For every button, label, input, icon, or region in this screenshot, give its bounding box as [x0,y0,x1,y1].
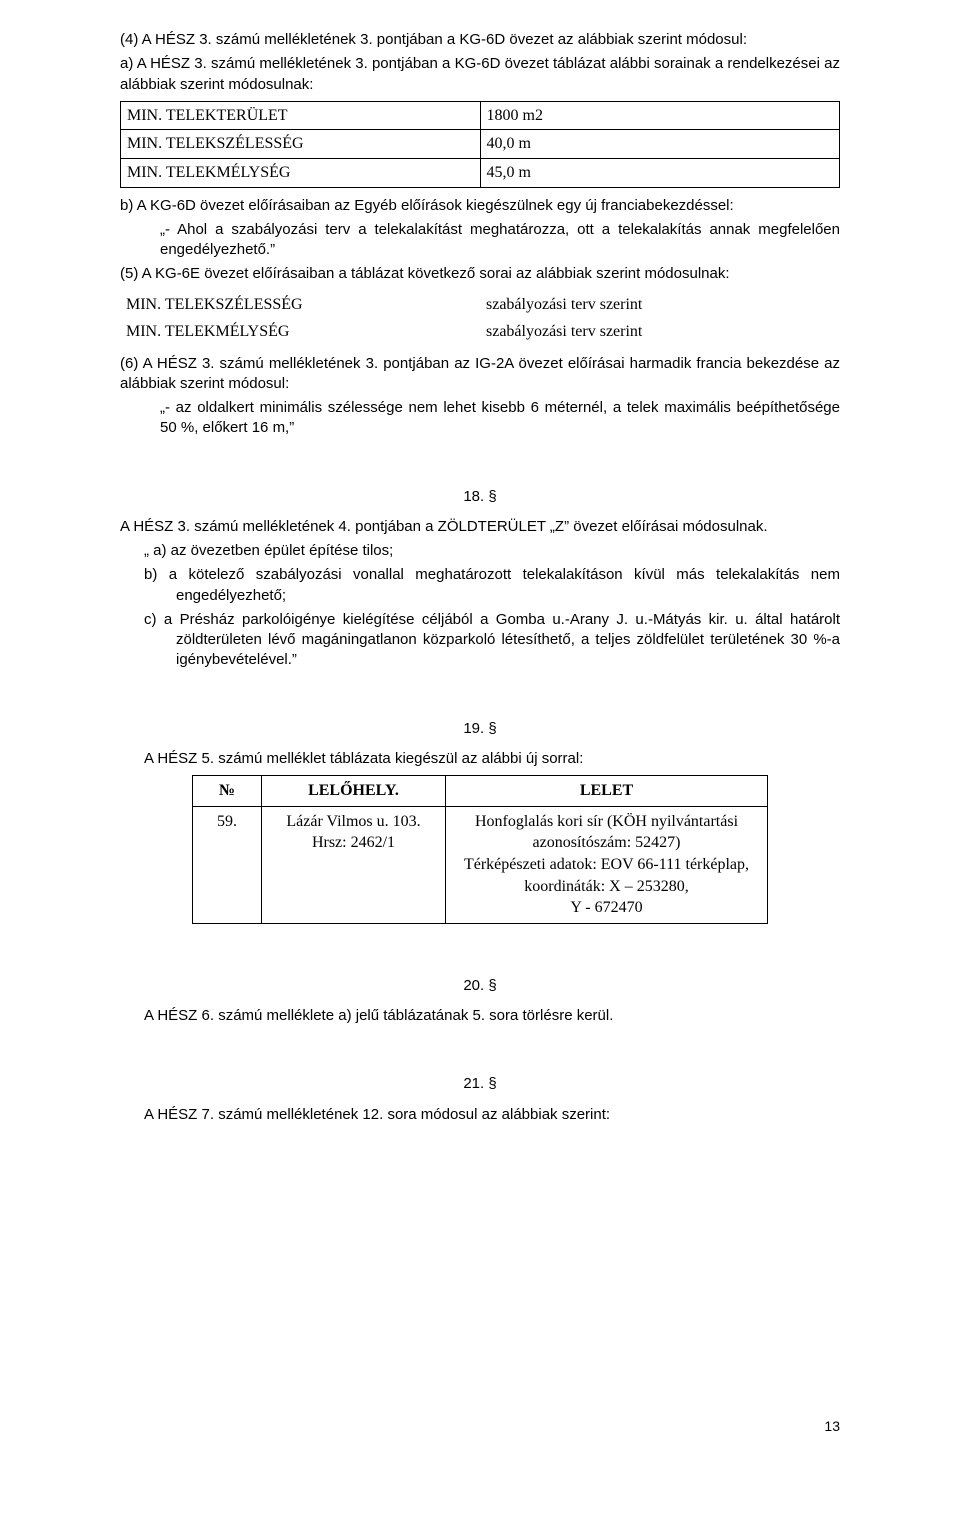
t1-r1-c2: 1800 m2 [480,101,840,130]
s18-a: „ a) az övezetben épület építése tilos; [120,541,840,561]
t3-site-l2: Hrsz: 2462/1 [312,834,395,851]
t3-find-l3: Térképészeti adatok: EOV 66-111 térképla… [464,856,749,873]
table-kg6d: MIN. TELEKTERÜLET 1800 m2 MIN. TELEKSZÉL… [120,101,840,188]
t2-r2-c1: MIN. TELEKMÉLYSÉG [120,318,480,346]
section-20: 20. § [120,976,840,996]
t1-r1-c1: MIN. TELEKTERÜLET [121,101,481,130]
t3-h1: № [193,776,262,807]
t3-find: Honfoglalás kori sír (KÖH nyilvántartási… [446,806,768,923]
t1-r3-c1: MIN. TELEKMÉLYSÉG [121,158,481,187]
s18-c: c) a Présház parkolóigénye kielégítése c… [120,610,840,671]
t3-find-l2: azonosítószám: 52427) [533,834,681,851]
t2-r2-c2: szabályozási terv szerint [480,318,840,346]
s19-intro: A HÉSZ 5. számú melléklet táblázata kieg… [120,749,840,769]
t1-r3-c2: 45,0 m [480,158,840,187]
para-5: (5) A KG-6E övezet előírásaiban a tábláz… [120,264,840,284]
section-18: 18. § [120,487,840,507]
para-4-intro: (4) A HÉSZ 3. számú mellékletének 3. pon… [120,30,840,50]
t2-r1-c1: MIN. TELEKSZÉLESSÉG [120,291,480,319]
t3-find-l1: Honfoglalás kori sír (KÖH nyilvántartási [475,813,738,830]
t3-site-l1: Lázár Vilmos u. 103. [286,813,420,830]
t3-find-l5: Y - 672470 [570,899,642,916]
section-19: 19. § [120,719,840,739]
t2-r1-c2: szabályozási terv szerint [480,291,840,319]
section-21: 21. § [120,1074,840,1094]
t1-r2-c1: MIN. TELEKSZÉLESSÉG [121,130,481,159]
t3-num: 59. [193,806,262,923]
para-4a: a) A HÉSZ 3. számú mellékletének 3. pont… [120,54,840,95]
s20-body: A HÉSZ 6. számú melléklete a) jelű táblá… [120,1006,840,1026]
t1-r2-c2: 40,0 m [480,130,840,159]
t3-site: Lázár Vilmos u. 103. Hrsz: 2462/1 [262,806,446,923]
table-kg6e: MIN. TELEKSZÉLESSÉG szabályozási terv sz… [120,291,840,346]
page-number: 13 [824,1417,840,1436]
para-6-quote: „- az oldalkert minimális szélessége nem… [120,398,840,439]
s21-body: A HÉSZ 7. számú mellékletének 12. sora m… [120,1105,840,1125]
s18-b: b) a kötelező szabályozási vonallal megh… [120,565,840,606]
para-4b: b) A KG-6D övezet előírásaiban az Egyéb … [120,196,840,216]
t3-h3: LELET [446,776,768,807]
s18-intro: A HÉSZ 3. számú mellékletének 4. pontjáb… [120,517,840,537]
para-4b-quote: „- Ahol a szabályozási terv a telekalakí… [120,220,840,261]
t3-find-l4: koordináták: X – 253280, [524,878,688,895]
t3-h2: LELŐHELY. [262,776,446,807]
table-lelohely: № LELŐHELY. LELET 59. Lázár Vilmos u. 10… [192,775,768,924]
para-6: (6) A HÉSZ 3. számú mellékletének 3. pon… [120,354,840,395]
